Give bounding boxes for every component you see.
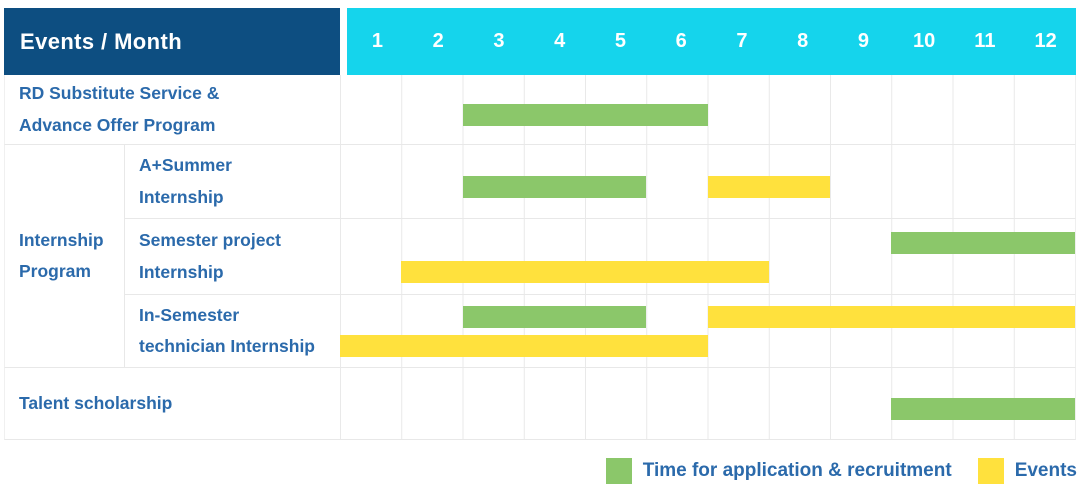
event-bar [707,175,830,198]
month-label: 6 [675,30,687,52]
event-bar [707,306,1075,328]
application-bar [462,175,647,198]
legend: Time for application & recruitment Events [605,458,1077,484]
row-label: A+Summer Internship [124,145,340,219]
month-label: 8 [797,30,809,52]
timeline-cell [340,295,1076,368]
event-bar [340,335,708,357]
month-label: 9 [857,30,869,52]
legend-swatch-event [977,458,1004,484]
header-title: Events / Month [20,28,183,54]
month-label: 12 [1034,30,1057,52]
legend-label: Events [1014,460,1077,481]
month-label: 5 [614,30,626,52]
group-label: Internship Program [4,145,124,368]
legend-swatch-application [605,458,632,484]
timeline-cell [340,219,1076,295]
header-title-cell: Events / Month [4,8,340,75]
application-bar [891,397,1075,420]
month-label: 1 [371,30,383,52]
month-label: 4 [554,30,566,52]
row-label: Semester project Internship [124,219,340,295]
month-label: 10 [913,30,936,52]
application-bar [462,103,708,126]
row-label: RD Substitute Service & Advance Offer Pr… [4,75,340,145]
month-header-row: 1 2 3 4 5 6 7 8 9 10 11 12 [340,8,1076,75]
timeline-cell [340,145,1076,219]
timeline-cell [340,75,1076,145]
event-bar [401,260,769,283]
month-label: 11 [974,30,996,52]
events-table: Events / Month 1 2 3 4 5 6 7 8 9 10 11 12 RD Substi… [4,8,1076,440]
row-label: Talent scholarship [4,368,340,440]
month-label: 2 [432,30,444,52]
legend-item-event: Events [977,458,1077,484]
timeline-cell [340,368,1076,440]
month-label: 3 [493,30,505,52]
application-bar [891,231,1075,254]
application-bar [462,306,647,328]
table-header: Events / Month 1 2 3 4 5 6 7 8 9 10 11 12 [4,8,1076,75]
legend-item-application: Time for application & recruitment [605,458,952,484]
table-body: RD Substitute Service & Advance Offer Pr… [4,75,1076,440]
month-label: 7 [736,30,748,52]
legend-label: Time for application & recruitment [642,460,952,481]
row-label: In-Semester technician Internship [124,295,340,368]
